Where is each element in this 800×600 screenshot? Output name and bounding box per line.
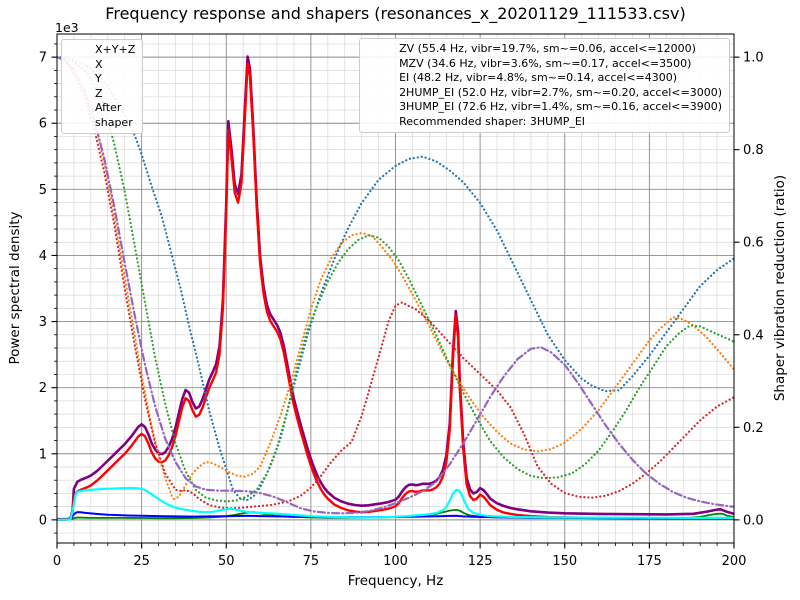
legend-label: After shaper xyxy=(95,101,133,129)
x-tick-label: 200 xyxy=(722,554,747,569)
y-left-tick-label: 5 xyxy=(39,183,47,198)
x-tick-label: 50 xyxy=(218,554,235,569)
y-left-tick-label: 1 xyxy=(39,447,47,462)
legend-item: X xyxy=(69,58,135,73)
x-tick-label: 0 xyxy=(53,554,61,569)
legend-label: EI (48.2 Hz, vibr=4.8%, sm~=0.14, accel<… xyxy=(399,71,678,85)
y-right-tick-label: 0.8 xyxy=(743,143,764,158)
legend-footer-row: Recommended shaper: 3HUMP_EI xyxy=(367,115,722,130)
x-tick-label: 25 xyxy=(133,554,150,569)
y-left-tick-label: 6 xyxy=(39,117,47,132)
legend-label: 2HUMP_EI (52.0 Hz, vibr=2.7%, sm~=0.20, … xyxy=(399,85,722,99)
x-tick-label: 150 xyxy=(552,554,577,569)
legend-swatch-solid xyxy=(69,110,89,122)
legend-label: Z xyxy=(95,86,103,100)
series-2hump_ei xyxy=(57,55,734,510)
legend-swatch-dashdot xyxy=(367,101,393,113)
x-tick-label: 100 xyxy=(383,554,408,569)
legend-item: After shaper xyxy=(69,101,135,130)
y-left-tick-label: 0 xyxy=(39,513,47,528)
x-tick-label: 125 xyxy=(468,554,493,569)
series-after-shaper xyxy=(57,486,734,521)
y-axis-offset-text: 1e3 xyxy=(55,20,79,35)
legend-item: Y xyxy=(69,72,135,87)
legend-shapers: ZV (55.4 Hz, vibr=19.7%, sm~=0.06, accel… xyxy=(359,38,730,134)
y-right-tick-label: 0.6 xyxy=(743,236,764,251)
series-3hump_ei xyxy=(57,55,734,515)
legend-label: MZV (34.6 Hz, vibr=3.6%, sm~=0.17, accel… xyxy=(399,56,692,70)
y-right-tick-label: 0.4 xyxy=(743,328,764,343)
series-group xyxy=(57,55,734,521)
legend-item: ZV (55.4 Hz, vibr=19.7%, sm~=0.06, accel… xyxy=(367,42,722,57)
legend-footer: Recommended shaper: 3HUMP_EI xyxy=(399,114,586,128)
legend-swatch-dotted xyxy=(367,58,393,70)
legend-item: X+Y+Z xyxy=(69,43,135,58)
series-zv xyxy=(57,55,734,502)
legend-swatch-dotted xyxy=(367,87,393,99)
series-x xyxy=(57,62,734,521)
y-left-tick-label: 3 xyxy=(39,315,47,330)
legend-item: 2HUMP_EI (52.0 Hz, vibr=2.7%, sm~=0.20, … xyxy=(367,86,722,101)
legend-label: ZV (55.4 Hz, vibr=19.7%, sm~=0.06, accel… xyxy=(399,42,696,55)
series-x+y+z xyxy=(57,55,734,521)
legend-swatch-solid xyxy=(69,59,89,71)
legend-item: EI (48.2 Hz, vibr=4.8%, sm~=0.14, accel<… xyxy=(367,71,722,86)
chart-title: Frequency response and shapers (resonanc… xyxy=(105,4,686,23)
legend-label: 3HUMP_EI (72.6 Hz, vibr=1.4%, sm~=0.16, … xyxy=(399,100,722,114)
y-left-tick-label: 4 xyxy=(39,249,47,264)
legend-item: 3HUMP_EI (72.6 Hz, vibr=1.4%, sm~=0.16, … xyxy=(367,100,722,115)
legend-swatch-solid xyxy=(69,88,89,100)
x-tick-label: 175 xyxy=(637,554,662,569)
series-ei xyxy=(57,55,734,503)
y-axis-left-label: Power spectral density xyxy=(7,211,23,365)
x-tick-label: 75 xyxy=(303,554,320,569)
x-axis-label: Frequency, Hz xyxy=(347,573,444,589)
legend-swatch-dotted xyxy=(367,72,393,84)
y-right-tick-label: 0.2 xyxy=(743,421,764,436)
y-axis-right-label: Shaper vibration reduction (ratio) xyxy=(772,174,788,402)
legend-item: Z xyxy=(69,87,135,102)
y-left-tick-label: 2 xyxy=(39,381,47,396)
legend-label: X+Y+Z xyxy=(95,43,136,56)
legend-label: X xyxy=(95,57,103,71)
legend-psd: X+Y+Z X Y Z After shaper xyxy=(61,39,144,135)
y-left-tick-label: 7 xyxy=(39,51,47,66)
legend-swatch-dotted xyxy=(367,43,393,55)
legend-item: MZV (34.6 Hz, vibr=3.6%, sm~=0.17, accel… xyxy=(367,57,722,72)
legend-label: Y xyxy=(95,72,102,86)
y-right-tick-label: 1.0 xyxy=(743,51,764,66)
legend-swatch-solid xyxy=(69,73,89,85)
y-right-tick-label: 0.0 xyxy=(743,513,764,528)
legend-swatch-solid xyxy=(69,44,89,56)
